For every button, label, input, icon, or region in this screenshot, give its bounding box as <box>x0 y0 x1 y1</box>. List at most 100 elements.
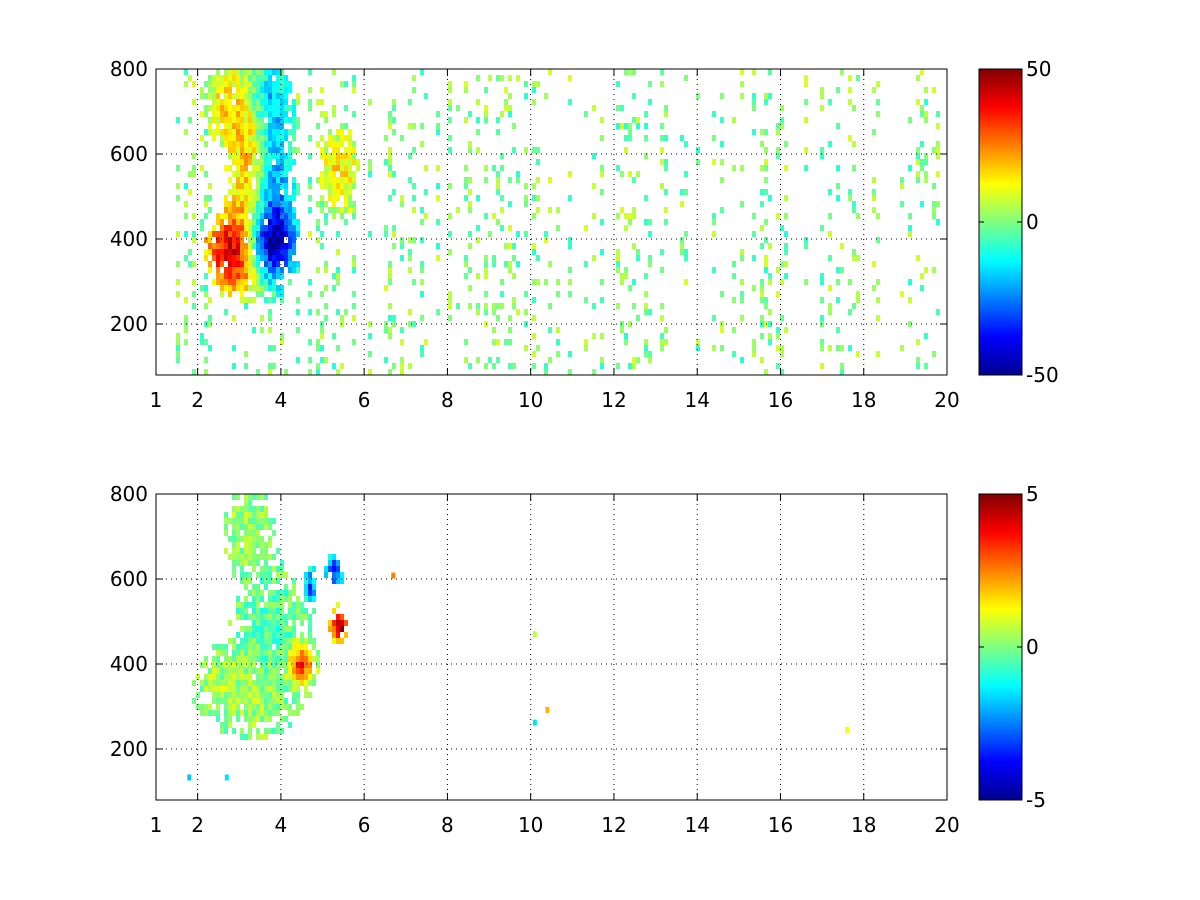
heatmap-cell <box>216 99 220 105</box>
heatmap-cell <box>660 159 664 165</box>
heatmap-cell <box>244 536 248 542</box>
heatmap-cell <box>236 542 240 548</box>
heatmap-cell <box>636 171 640 177</box>
heatmap-cell <box>288 225 292 231</box>
x-tick-label: 4 <box>275 388 288 412</box>
heatmap-cell <box>208 129 212 135</box>
heatmap-cell <box>184 339 188 345</box>
heatmap-cell <box>908 213 912 219</box>
top-axes-frame <box>155 68 948 376</box>
heatmap-cell <box>524 147 528 153</box>
heatmap-cell <box>804 117 808 123</box>
heatmap-cell <box>284 626 288 632</box>
heatmap-cell <box>256 686 260 692</box>
heatmap-cell <box>276 225 280 231</box>
heatmap-cell <box>476 225 480 231</box>
heatmap-cell <box>264 279 268 285</box>
heatmap-cell <box>624 273 628 279</box>
heatmap-cell <box>204 662 208 668</box>
heatmap-cell <box>236 93 240 99</box>
heatmap-cell <box>660 333 664 339</box>
heatmap-cell <box>248 249 252 255</box>
heatmap-cell <box>204 704 208 710</box>
heatmap-cell <box>236 632 240 638</box>
heatmap-cell <box>336 231 340 237</box>
heatmap-cell <box>248 734 252 740</box>
heatmap-cell <box>248 87 252 93</box>
heatmap-cell <box>584 297 588 303</box>
heatmap-cell <box>212 111 216 117</box>
heatmap-cell <box>628 129 632 135</box>
heatmap-cell <box>628 135 632 141</box>
heatmap-cell <box>292 656 296 662</box>
heatmap-cell <box>340 153 344 159</box>
heatmap-cell <box>268 327 272 333</box>
heatmap-cell <box>240 273 244 279</box>
heatmap-cell <box>436 129 440 135</box>
heatmap-cell <box>280 207 284 213</box>
heatmap-cell <box>176 279 180 285</box>
heatmap-cell <box>768 69 772 75</box>
heatmap-cell <box>308 578 312 584</box>
heatmap-cell <box>468 201 472 207</box>
heatmap-cell <box>244 213 248 219</box>
heatmap-cell <box>292 644 296 650</box>
heatmap-cell <box>492 213 496 219</box>
heatmap-cell <box>856 351 860 357</box>
heatmap-cell <box>332 566 336 572</box>
heatmap-cell <box>232 135 236 141</box>
heatmap-cell <box>544 237 548 243</box>
heatmap-cell <box>264 123 268 129</box>
heatmap-cell <box>244 584 248 590</box>
heatmap-cell <box>644 339 648 345</box>
heatmap-cell <box>308 668 312 674</box>
heatmap-cell <box>592 183 596 189</box>
heatmap-cell <box>244 261 248 267</box>
heatmap-cell <box>216 219 220 225</box>
heatmap-cell <box>256 596 260 602</box>
heatmap-cell <box>248 602 252 608</box>
heatmap-cell <box>768 273 772 279</box>
heatmap-cell <box>332 159 336 165</box>
heatmap-cell <box>232 231 236 237</box>
heatmap-cell <box>484 303 488 309</box>
heatmap-cell <box>484 111 488 117</box>
heatmap-cell <box>408 363 412 369</box>
heatmap-cell <box>392 321 396 327</box>
heatmap-cell <box>568 291 572 297</box>
heatmap-cell <box>568 195 572 201</box>
heatmap-cell <box>208 231 212 237</box>
colorbar-tick-label: -5 <box>1026 788 1046 812</box>
heatmap-cell <box>268 129 272 135</box>
heatmap-cell <box>252 530 256 536</box>
heatmap-cell <box>276 273 280 279</box>
heatmap-cell <box>412 75 416 81</box>
heatmap-cell <box>496 303 500 309</box>
heatmap-cell <box>228 141 232 147</box>
heatmap-cell <box>408 99 412 105</box>
heatmap-cell <box>192 153 196 159</box>
heatmap-cell <box>436 195 440 201</box>
heatmap-cell <box>244 153 248 159</box>
heatmap-cell <box>312 608 316 614</box>
heatmap-cell <box>644 273 648 279</box>
heatmap-cell <box>628 363 632 369</box>
heatmap-cell <box>220 674 224 680</box>
heatmap-cell <box>272 668 276 674</box>
heatmap-cell <box>500 279 504 285</box>
heatmap-cell <box>236 111 240 117</box>
heatmap-cell <box>412 237 416 243</box>
heatmap-cell <box>760 333 764 339</box>
heatmap-cell <box>220 225 224 231</box>
heatmap-cell <box>212 99 216 105</box>
heatmap-cell <box>296 668 300 674</box>
heatmap-cell <box>644 303 648 309</box>
heatmap-cell <box>284 105 288 111</box>
heatmap-cell <box>516 177 520 183</box>
heatmap-cell <box>276 644 280 650</box>
heatmap-cell <box>256 249 260 255</box>
heatmap-cell <box>324 171 328 177</box>
heatmap-cell <box>200 686 204 692</box>
heatmap-cell <box>236 560 240 566</box>
heatmap-cell <box>512 363 516 369</box>
